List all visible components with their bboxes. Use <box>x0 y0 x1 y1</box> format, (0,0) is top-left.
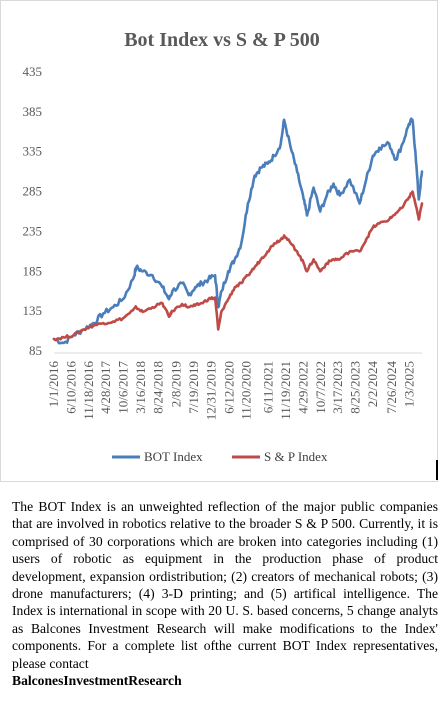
y-tick-label: 385 <box>23 104 43 119</box>
x-tick-label: 10/7/2022 <box>313 361 328 414</box>
y-tick-label: 235 <box>23 223 43 238</box>
x-tick-label: 1/3/2025 <box>401 361 416 407</box>
x-tick-label: 10/6/2017 <box>116 361 131 414</box>
x-tick-label: 11/19/2021 <box>278 361 293 420</box>
series-lines <box>52 117 424 345</box>
x-tick-label: 4/29/2022 <box>295 361 310 414</box>
description-contact-bold: BalconesInvestmentResearch <box>12 673 182 689</box>
y-tick-label: 285 <box>23 184 43 199</box>
legend-label: S & P Index <box>264 449 328 464</box>
chart: Bot Index vs S & P 500 85 135 185 235 285 335… <box>23 29 424 464</box>
x-tick-label: 4/28/2017 <box>98 361 113 414</box>
chart-frame <box>0 0 438 482</box>
y-tick-label: 435 <box>23 64 43 79</box>
x-tick-label: 7/26/2024 <box>384 361 399 414</box>
x-tick-label: 8/24/2018 <box>150 361 165 414</box>
x-tick-label: 2/2/2024 <box>365 361 380 408</box>
y-axis-ticks: 85 135 185 235 285 335 385 435 <box>23 64 43 358</box>
x-tick-label: 8/25/2023 <box>348 361 363 414</box>
series-line-sp-index <box>52 190 424 342</box>
series-line-bot-index <box>52 117 424 345</box>
description-text: The BOT Index is an unweighted reflectio… <box>12 498 438 689</box>
y-tick-label: 85 <box>29 343 42 358</box>
x-tick-label: 12/31/2019 <box>204 361 219 420</box>
chart-title: Bot Index vs S & P 500 <box>124 29 320 51</box>
x-tick-label: 11/20/2020 <box>239 361 254 420</box>
x-tick-label: 3/16/2018 <box>133 361 148 414</box>
x-tick-label: 1/1/2016 <box>46 361 61 408</box>
x-tick-label: 6/12/2020 <box>221 361 236 414</box>
frame-edge-mark <box>436 460 438 480</box>
legend-label: BOT Index <box>144 449 203 464</box>
y-tick-label: 135 <box>23 303 43 318</box>
x-tick-label: 11/18/2016 <box>81 361 96 420</box>
description-paragraph: The BOT Index is an unweighted reflectio… <box>12 499 438 671</box>
x-tick-label: 7/19/2019 <box>186 361 201 414</box>
x-tick-label: 6/10/2016 <box>63 361 78 414</box>
legend: BOT Index S & P Index <box>112 449 328 464</box>
x-tick-label: 6/11/2021 <box>261 361 276 413</box>
x-axis-ticks: 1/1/2016 6/10/2016 11/18/2016 4/28/2017 10/6… <box>46 361 416 421</box>
x-tick-label: 2/8/2019 <box>168 361 183 407</box>
x-tick-label: 3/17/2023 <box>330 361 345 414</box>
y-tick-label: 185 <box>23 263 43 278</box>
y-tick-label: 335 <box>23 144 43 159</box>
